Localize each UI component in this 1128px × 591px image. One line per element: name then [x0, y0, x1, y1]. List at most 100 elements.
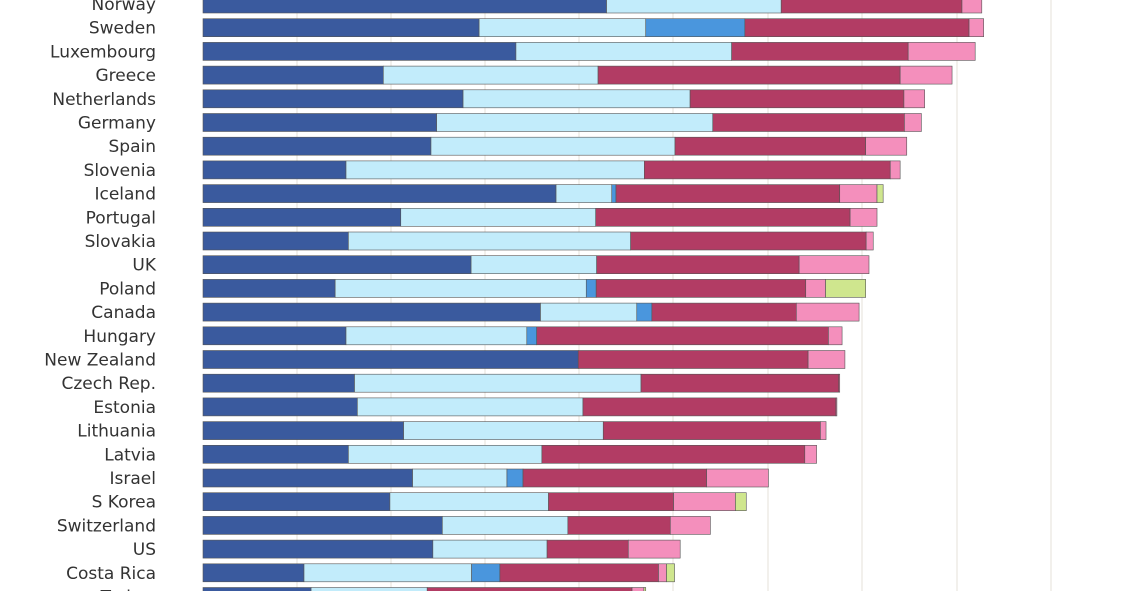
bar-segment-series-5	[798, 255, 870, 274]
bar-segment-series-1	[202, 516, 443, 535]
bar-segment-series-2	[383, 65, 599, 85]
bar-segment-series-1	[202, 0, 607, 14]
bar-segment-series-2	[403, 421, 604, 440]
bar-segment-series-6	[876, 184, 884, 203]
bar-segment-series-4	[577, 350, 809, 369]
bar-segment-series-3	[645, 18, 746, 38]
country-label: Portugal	[86, 208, 156, 228]
bar-row: Spain	[109, 136, 908, 157]
bar-segment-series-2	[462, 89, 691, 109]
bar-segment-series-4	[630, 231, 867, 251]
bar-segment-series-4	[644, 160, 891, 180]
bar-segment-series-4	[689, 89, 905, 109]
bar-segment-series-2	[303, 563, 472, 583]
country-label: Latvia	[104, 445, 156, 465]
bar-segment-series-1	[202, 208, 402, 227]
bar-segment-series-1	[202, 160, 347, 180]
bar-segment-series-2	[478, 18, 647, 38]
bar-segment-series-5	[796, 302, 860, 322]
country-label: Netherlands	[52, 90, 156, 110]
bar-segment-series-4	[651, 302, 797, 322]
bar-row: Germany	[78, 113, 922, 134]
bar-segment-series-6	[825, 279, 866, 298]
bar-segment-series-2	[345, 160, 645, 180]
bar-segment-series-4	[640, 373, 840, 393]
bar-segment-series-3	[611, 184, 617, 203]
bar-segment-series-1	[202, 539, 434, 559]
bar-row: Sweden	[89, 18, 984, 39]
bar-segment-series-1	[202, 136, 432, 156]
bar-segment-series-2	[334, 279, 587, 298]
bar-segment-series-5	[899, 65, 953, 85]
bar-segment-series-2	[540, 302, 638, 322]
bar-segment-series-2	[348, 444, 543, 464]
bar-segment-series-2	[515, 42, 732, 61]
bar-segment-series-2	[400, 208, 597, 227]
bar-segment-series-5	[706, 468, 769, 488]
country-label: Canada	[91, 303, 156, 323]
bar-segment-series-1	[202, 444, 349, 464]
country-label: Turkey	[100, 588, 156, 591]
country-label: Poland	[99, 279, 156, 299]
bar-row: Canada	[91, 302, 860, 323]
bar-segment-series-1	[202, 89, 464, 109]
bar-row: Turkey	[100, 587, 647, 591]
bar-segment-series-5	[865, 136, 908, 156]
bar-segment-series-2	[348, 231, 631, 251]
country-label: Germany	[78, 114, 156, 134]
bar-segment-series-5	[804, 444, 817, 464]
bar-segment-series-5	[961, 0, 983, 14]
bar-segment-series-5	[627, 539, 681, 559]
bar-segment-series-2	[430, 136, 676, 156]
bar-segment-series-1	[202, 326, 347, 346]
bar-segment-series-3	[471, 563, 501, 583]
bar-segment-series-1	[202, 373, 355, 393]
bar-row: Netherlands	[52, 89, 925, 110]
country-label: Estonia	[93, 398, 156, 418]
bar-row: New Zealand	[44, 350, 846, 371]
country-label: S Korea	[92, 493, 156, 513]
bar-segment-series-2	[345, 326, 528, 346]
bar-segment-series-2	[310, 587, 428, 591]
bar-segment-series-4	[582, 397, 837, 417]
bar-row: Switzerland	[57, 516, 711, 536]
bar-row: US	[133, 539, 681, 560]
country-label: Hungary	[83, 327, 156, 347]
bar-segment-series-4	[426, 587, 633, 591]
bar-segment-series-2	[555, 184, 613, 203]
bar-segment-series-5	[968, 18, 984, 38]
country-label: Spain	[109, 137, 157, 157]
bar-segment-series-1	[202, 492, 391, 512]
bar-row: Slovakia	[85, 231, 874, 252]
bar-segment-series-4	[712, 113, 905, 132]
bar-segment-series-2	[432, 539, 548, 559]
country-label: Sweden	[89, 19, 156, 39]
bar-segment-series-3	[585, 279, 597, 298]
bar-segment-series-1	[202, 421, 404, 440]
bar-row: Israel	[110, 468, 769, 489]
bar-segment-series-5	[805, 279, 826, 298]
bar-row: Greece	[95, 65, 953, 86]
bar-segment-series-2	[389, 492, 549, 512]
bar-segment-series-4	[522, 468, 707, 488]
bar-row: Iceland	[94, 184, 884, 205]
bar-row: Latvia	[104, 444, 817, 465]
bar-segment-series-1	[202, 563, 305, 583]
bar-segment-series-2	[606, 0, 782, 14]
bar-row: Portugal	[86, 208, 878, 228]
bar-row: Lithuania	[77, 421, 827, 442]
bar-segment-series-4	[548, 492, 674, 512]
bar-segment-series-4	[602, 421, 821, 440]
bar-segment-series-6	[666, 563, 675, 583]
bar-segment-series-5	[835, 397, 838, 417]
bar-segment-series-5	[865, 231, 874, 251]
bar-segment-series-4	[595, 208, 851, 227]
bar-row: Hungary	[83, 326, 843, 347]
country-label: Luxembourg	[50, 42, 156, 62]
bar-segment-series-4	[499, 563, 659, 583]
bar-segment-series-1	[202, 587, 312, 591]
country-label: Costa Rica	[66, 564, 156, 584]
bar-segment-series-1	[202, 231, 349, 251]
country-label: Greece	[95, 66, 156, 86]
